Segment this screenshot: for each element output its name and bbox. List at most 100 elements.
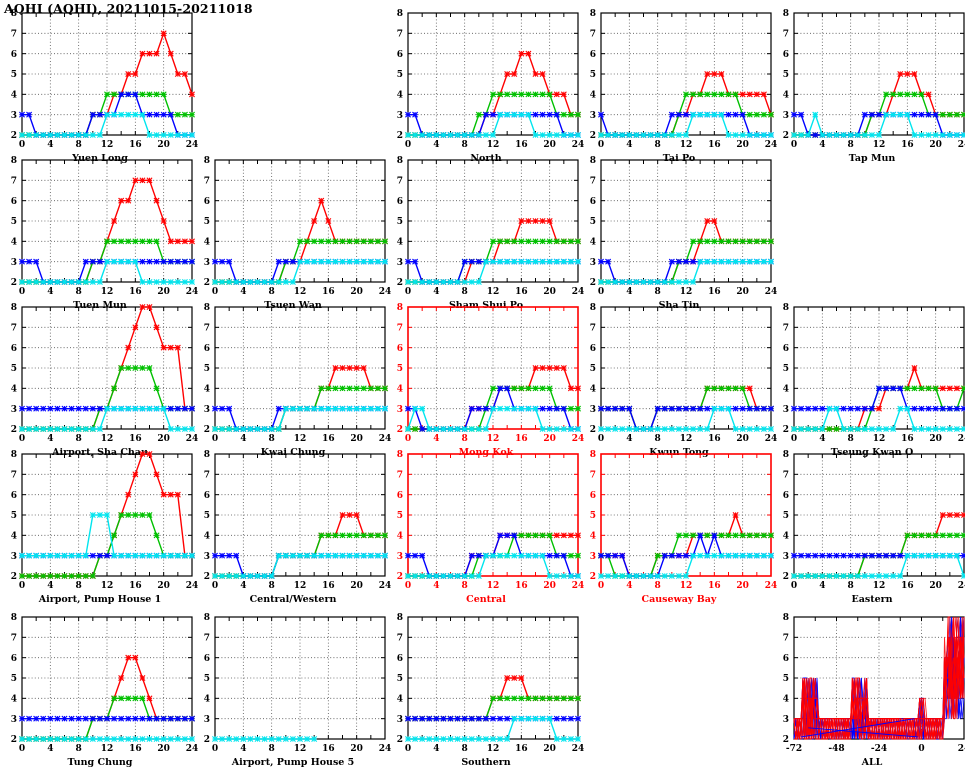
y-axis-label: 7 <box>204 324 210 334</box>
y-axis-label: 4 <box>204 532 210 542</box>
data-point-marker <box>212 573 217 578</box>
y-axis-label: 3 <box>397 111 403 121</box>
chart-panel[interactable]: 234567804812162024Eastern <box>772 441 965 603</box>
data-point-marker <box>641 573 646 578</box>
x-axis-label: 12 <box>873 140 886 150</box>
data-point-marker <box>97 736 102 741</box>
panel-title: Tung Chung <box>0 757 200 768</box>
data-point-marker <box>669 112 674 117</box>
data-point-marker <box>462 259 467 264</box>
data-point-marker <box>568 239 573 244</box>
data-point-marker <box>519 696 524 701</box>
data-point-marker <box>690 533 695 538</box>
data-point-marker <box>554 259 559 264</box>
data-point-marker <box>519 51 524 56</box>
data-point-marker <box>161 259 166 264</box>
data-point-marker <box>276 426 281 431</box>
data-point-marker <box>512 533 517 538</box>
data-point-marker <box>19 716 24 721</box>
data-point-marker <box>297 259 302 264</box>
data-point-marker <box>126 365 131 370</box>
x-axis-label: 20 <box>157 744 170 754</box>
data-point-marker <box>540 365 545 370</box>
data-point-marker <box>947 386 952 391</box>
data-point-marker <box>420 279 425 284</box>
y-axis-label: 5 <box>397 364 403 374</box>
data-point-marker <box>876 573 881 578</box>
data-point-marker <box>126 198 131 203</box>
data-point-marker <box>140 259 145 264</box>
data-point-marker <box>97 553 102 558</box>
data-point-marker <box>540 406 545 411</box>
y-axis-label: 7 <box>11 177 17 187</box>
data-point-marker <box>441 736 446 741</box>
data-point-marker <box>613 279 618 284</box>
y-axis-label: 2 <box>783 425 789 435</box>
data-point-marker <box>912 132 917 137</box>
data-point-marker <box>791 573 796 578</box>
y-axis-label: 7 <box>783 471 789 481</box>
data-point-marker <box>869 132 874 137</box>
data-point-marker <box>126 112 131 117</box>
data-point-marker <box>490 239 495 244</box>
data-point-marker <box>519 92 524 97</box>
y-axis-label: 5 <box>783 70 789 80</box>
x-axis-label: 4 <box>433 744 439 754</box>
data-point-marker <box>497 696 502 701</box>
y-axis-label: 7 <box>783 634 789 644</box>
data-point-marker <box>598 426 603 431</box>
x-axis-label: 16 <box>322 744 335 754</box>
data-point-marker <box>147 451 152 456</box>
data-point-marker <box>519 386 524 391</box>
data-point-marker <box>189 92 194 97</box>
data-point-marker <box>434 426 439 431</box>
data-point-marker <box>862 426 867 431</box>
data-point-marker <box>554 239 559 244</box>
y-axis-label: 4 <box>783 695 789 705</box>
data-point-marker <box>119 553 124 558</box>
data-point-marker <box>533 696 538 701</box>
data-point-marker <box>568 736 573 741</box>
data-point-marker <box>690 406 695 411</box>
y-axis-label: 3 <box>590 405 596 415</box>
data-point-marker <box>712 71 717 76</box>
data-point-marker <box>455 132 460 137</box>
data-point-marker <box>175 112 180 117</box>
chart-panel[interactable]: 234567804812162024Tseung Kwan O <box>772 294 965 456</box>
data-point-marker <box>912 426 917 431</box>
data-point-marker <box>340 365 345 370</box>
y-axis-label: 5 <box>783 674 789 684</box>
data-point-marker <box>189 132 194 137</box>
y-axis-label: 5 <box>397 217 403 227</box>
y-axis-label: 8 <box>11 450 17 460</box>
chart-panel[interactable]: 234567804812162024Tap Mun <box>772 0 965 162</box>
data-point-marker <box>648 573 653 578</box>
data-point-marker <box>698 112 703 117</box>
data-point-marker <box>405 553 410 558</box>
data-point-marker <box>891 426 896 431</box>
data-point-marker <box>627 406 632 411</box>
data-point-marker <box>133 112 138 117</box>
data-point-marker <box>568 696 573 701</box>
data-point-marker <box>841 426 846 431</box>
data-point-marker <box>319 259 324 264</box>
